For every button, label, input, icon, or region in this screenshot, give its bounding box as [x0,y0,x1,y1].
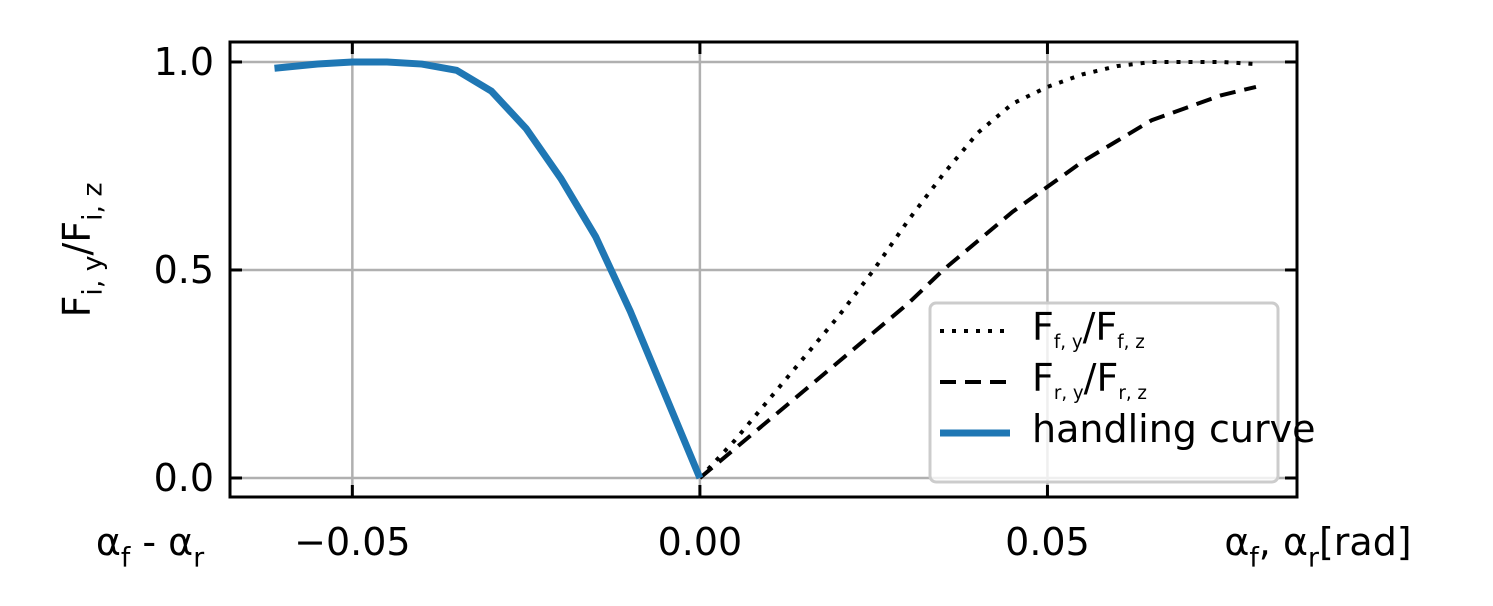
text-part: F [55,296,99,318]
subscript: f [121,542,131,573]
text-part: , α [1259,520,1308,564]
text-part: [rad] [1319,520,1412,564]
subscript: r, z [1118,383,1147,404]
text-part: handling curve [1032,407,1315,451]
subscript: r [193,542,204,573]
text-part: /F [1084,356,1119,400]
series-line [698,84,1257,480]
y-tick-label: 0.0 [154,456,214,500]
subscript: i, z [77,183,108,221]
text-part: α [1224,520,1249,564]
x-tick-label: −0.05 [294,520,410,564]
text-part: /F [1083,305,1118,349]
label: αf - αr [96,520,204,573]
subscript: r, y [1054,383,1084,404]
legend-label: handling curve [1032,407,1315,451]
subscript: f [1249,542,1259,573]
subscript: f, y [1054,332,1083,353]
text-part: α [96,520,121,564]
subscript: f, z [1117,332,1145,353]
text-part: F [1032,356,1054,400]
x-tick-label: 0.00 [658,520,743,564]
text-part: - α [130,520,193,564]
y-tick-label: 1.0 [154,40,214,84]
label: Fi, y/Fi, z [55,183,108,318]
legend-box [928,301,1280,484]
series-line [274,58,704,480]
label: αf, αr[rad] [1224,520,1411,573]
text-part: F [1032,305,1054,349]
text-part: /F [55,221,99,256]
subscript: i, y [77,256,108,296]
axes-frame [228,40,1299,499]
legend-label: Ff, y/Ff, z [1032,305,1145,353]
x-tick-label: 0.05 [1005,520,1090,564]
subscript: r [1308,542,1319,573]
legend-label: Fr, y/Fr, z [1032,356,1147,404]
y-tick-label: 0.5 [154,248,214,292]
